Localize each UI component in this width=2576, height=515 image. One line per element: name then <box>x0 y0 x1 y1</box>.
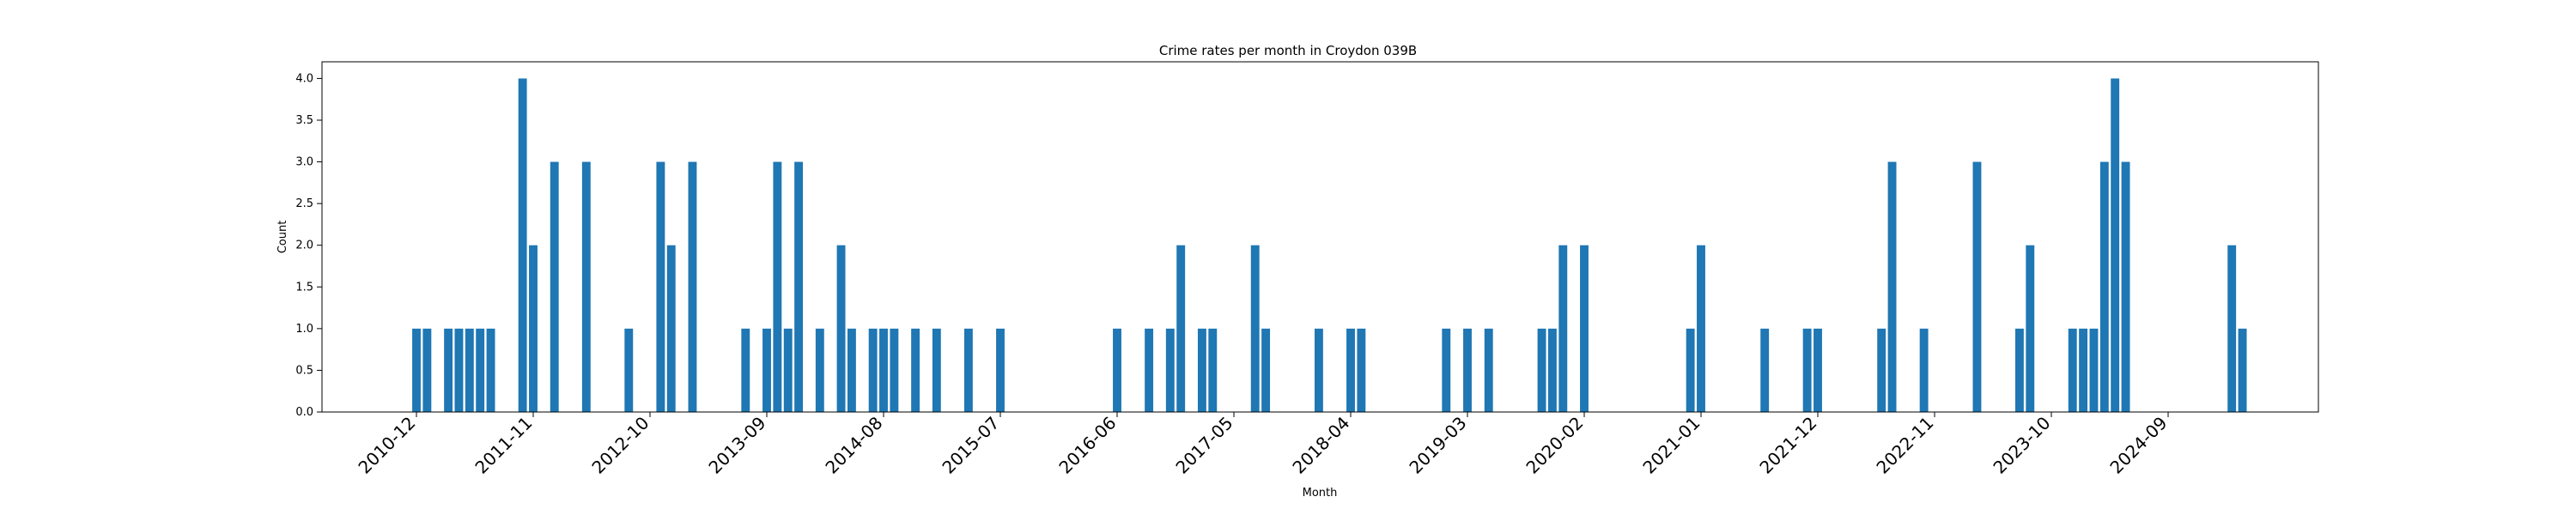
bar-2011-05 <box>465 328 474 412</box>
bar-2015-04 <box>963 328 973 412</box>
bar-2022-07 <box>1887 161 1897 412</box>
bar-2015-07 <box>996 328 1005 412</box>
plot-frame <box>321 61 2319 413</box>
bar-2011-11 <box>529 245 538 412</box>
y-tick-label: 2.5 <box>295 197 313 210</box>
bar-2022-06 <box>1877 328 1886 412</box>
bar-2013-10 <box>773 161 782 412</box>
bar-2021-07 <box>1760 328 1770 412</box>
bar-2024-03 <box>2099 161 2109 412</box>
bar-2016-12 <box>1176 245 1186 412</box>
bar-2020-02 <box>1580 245 1589 412</box>
bar-2021-01 <box>1697 245 1705 412</box>
bar-2016-06 <box>1113 328 1121 412</box>
bars-group <box>412 78 2247 413</box>
bar-2015-01 <box>932 328 941 412</box>
bar-2024-05 <box>2121 161 2130 412</box>
bar-2017-03 <box>1208 328 1218 412</box>
bar-2019-12 <box>1558 245 1568 412</box>
bar-2012-04 <box>581 161 591 412</box>
bar-2019-10 <box>1537 328 1546 412</box>
bar-2020-12 <box>1686 328 1695 412</box>
bar-2012-01 <box>550 161 559 412</box>
bar-2025-04 <box>2238 328 2247 412</box>
bar-2014-08 <box>879 328 888 412</box>
bar-2019-11 <box>1547 328 1557 412</box>
bar-2010-12 <box>412 328 421 412</box>
bar-2018-05 <box>1357 328 1366 412</box>
x-axis-label: Month <box>1303 487 1338 500</box>
bar-2014-09 <box>890 328 899 412</box>
bar-2011-03 <box>444 328 453 412</box>
bar-2011-10 <box>518 78 527 413</box>
bar-2011-06 <box>476 328 485 412</box>
y-tick-label: 3.5 <box>295 114 313 127</box>
y-tick-label: 1.0 <box>295 323 313 336</box>
bar-2019-05 <box>1484 328 1493 412</box>
bar-2023-07 <box>2014 328 2024 412</box>
bar-2025-03 <box>2227 245 2237 412</box>
bar-2013-02 <box>688 161 697 412</box>
y-tick-label: 1.5 <box>295 281 313 294</box>
bar-2014-02 <box>815 328 824 412</box>
y-tick-label: 4.0 <box>295 72 313 85</box>
bar-2012-11 <box>656 161 665 412</box>
bar-2019-03 <box>1463 328 1472 412</box>
bar-2011-01 <box>422 328 432 412</box>
bar-2013-12 <box>794 161 804 412</box>
bar-2012-12 <box>666 245 676 412</box>
bar-2017-02 <box>1197 328 1206 412</box>
y-axis: 0.0 0.5 1.0 1.5 2.0 2.5 3.0 3.5 4.0 <box>295 72 322 419</box>
bar-2013-11 <box>783 328 793 412</box>
bar-2014-04 <box>836 245 846 412</box>
y-tick-label: 3.0 <box>295 156 313 169</box>
y-axis-label: Count <box>276 221 289 254</box>
y-tick-label: 0.0 <box>295 406 313 419</box>
bar-2024-04 <box>2111 78 2120 413</box>
bar-2022-10 <box>1919 328 1929 412</box>
bar-2016-09 <box>1145 328 1154 412</box>
bar-2021-11 <box>1802 328 1812 412</box>
y-tick-label: 0.5 <box>295 364 313 377</box>
bar-2018-04 <box>1346 328 1355 412</box>
bar-2017-08 <box>1261 328 1271 412</box>
bar-2013-09 <box>762 328 771 412</box>
bar-2023-08 <box>2026 245 2035 412</box>
y-tick-label: 2.0 <box>295 239 313 252</box>
bar-2014-11 <box>911 328 920 412</box>
bar-2011-04 <box>454 328 464 412</box>
bar-2023-12 <box>2068 328 2077 412</box>
bar-2012-08 <box>624 328 634 412</box>
bar-2017-07 <box>1250 245 1260 412</box>
bar-2021-12 <box>1814 328 1822 412</box>
bar-2013-07 <box>741 328 750 412</box>
bar-2014-07 <box>868 328 878 412</box>
bar-2016-11 <box>1165 328 1175 412</box>
bar-2019-01 <box>1442 328 1451 412</box>
bar-2014-05 <box>847 328 856 412</box>
bar-2023-03 <box>1972 161 1982 412</box>
bar-2018-01 <box>1314 328 1323 412</box>
chart-title: Crime rates per month in Croydon 039B <box>1159 43 1417 58</box>
bar-2024-02 <box>2089 328 2099 412</box>
bar-2011-07 <box>486 328 495 412</box>
bar-2024-01 <box>2079 328 2088 412</box>
